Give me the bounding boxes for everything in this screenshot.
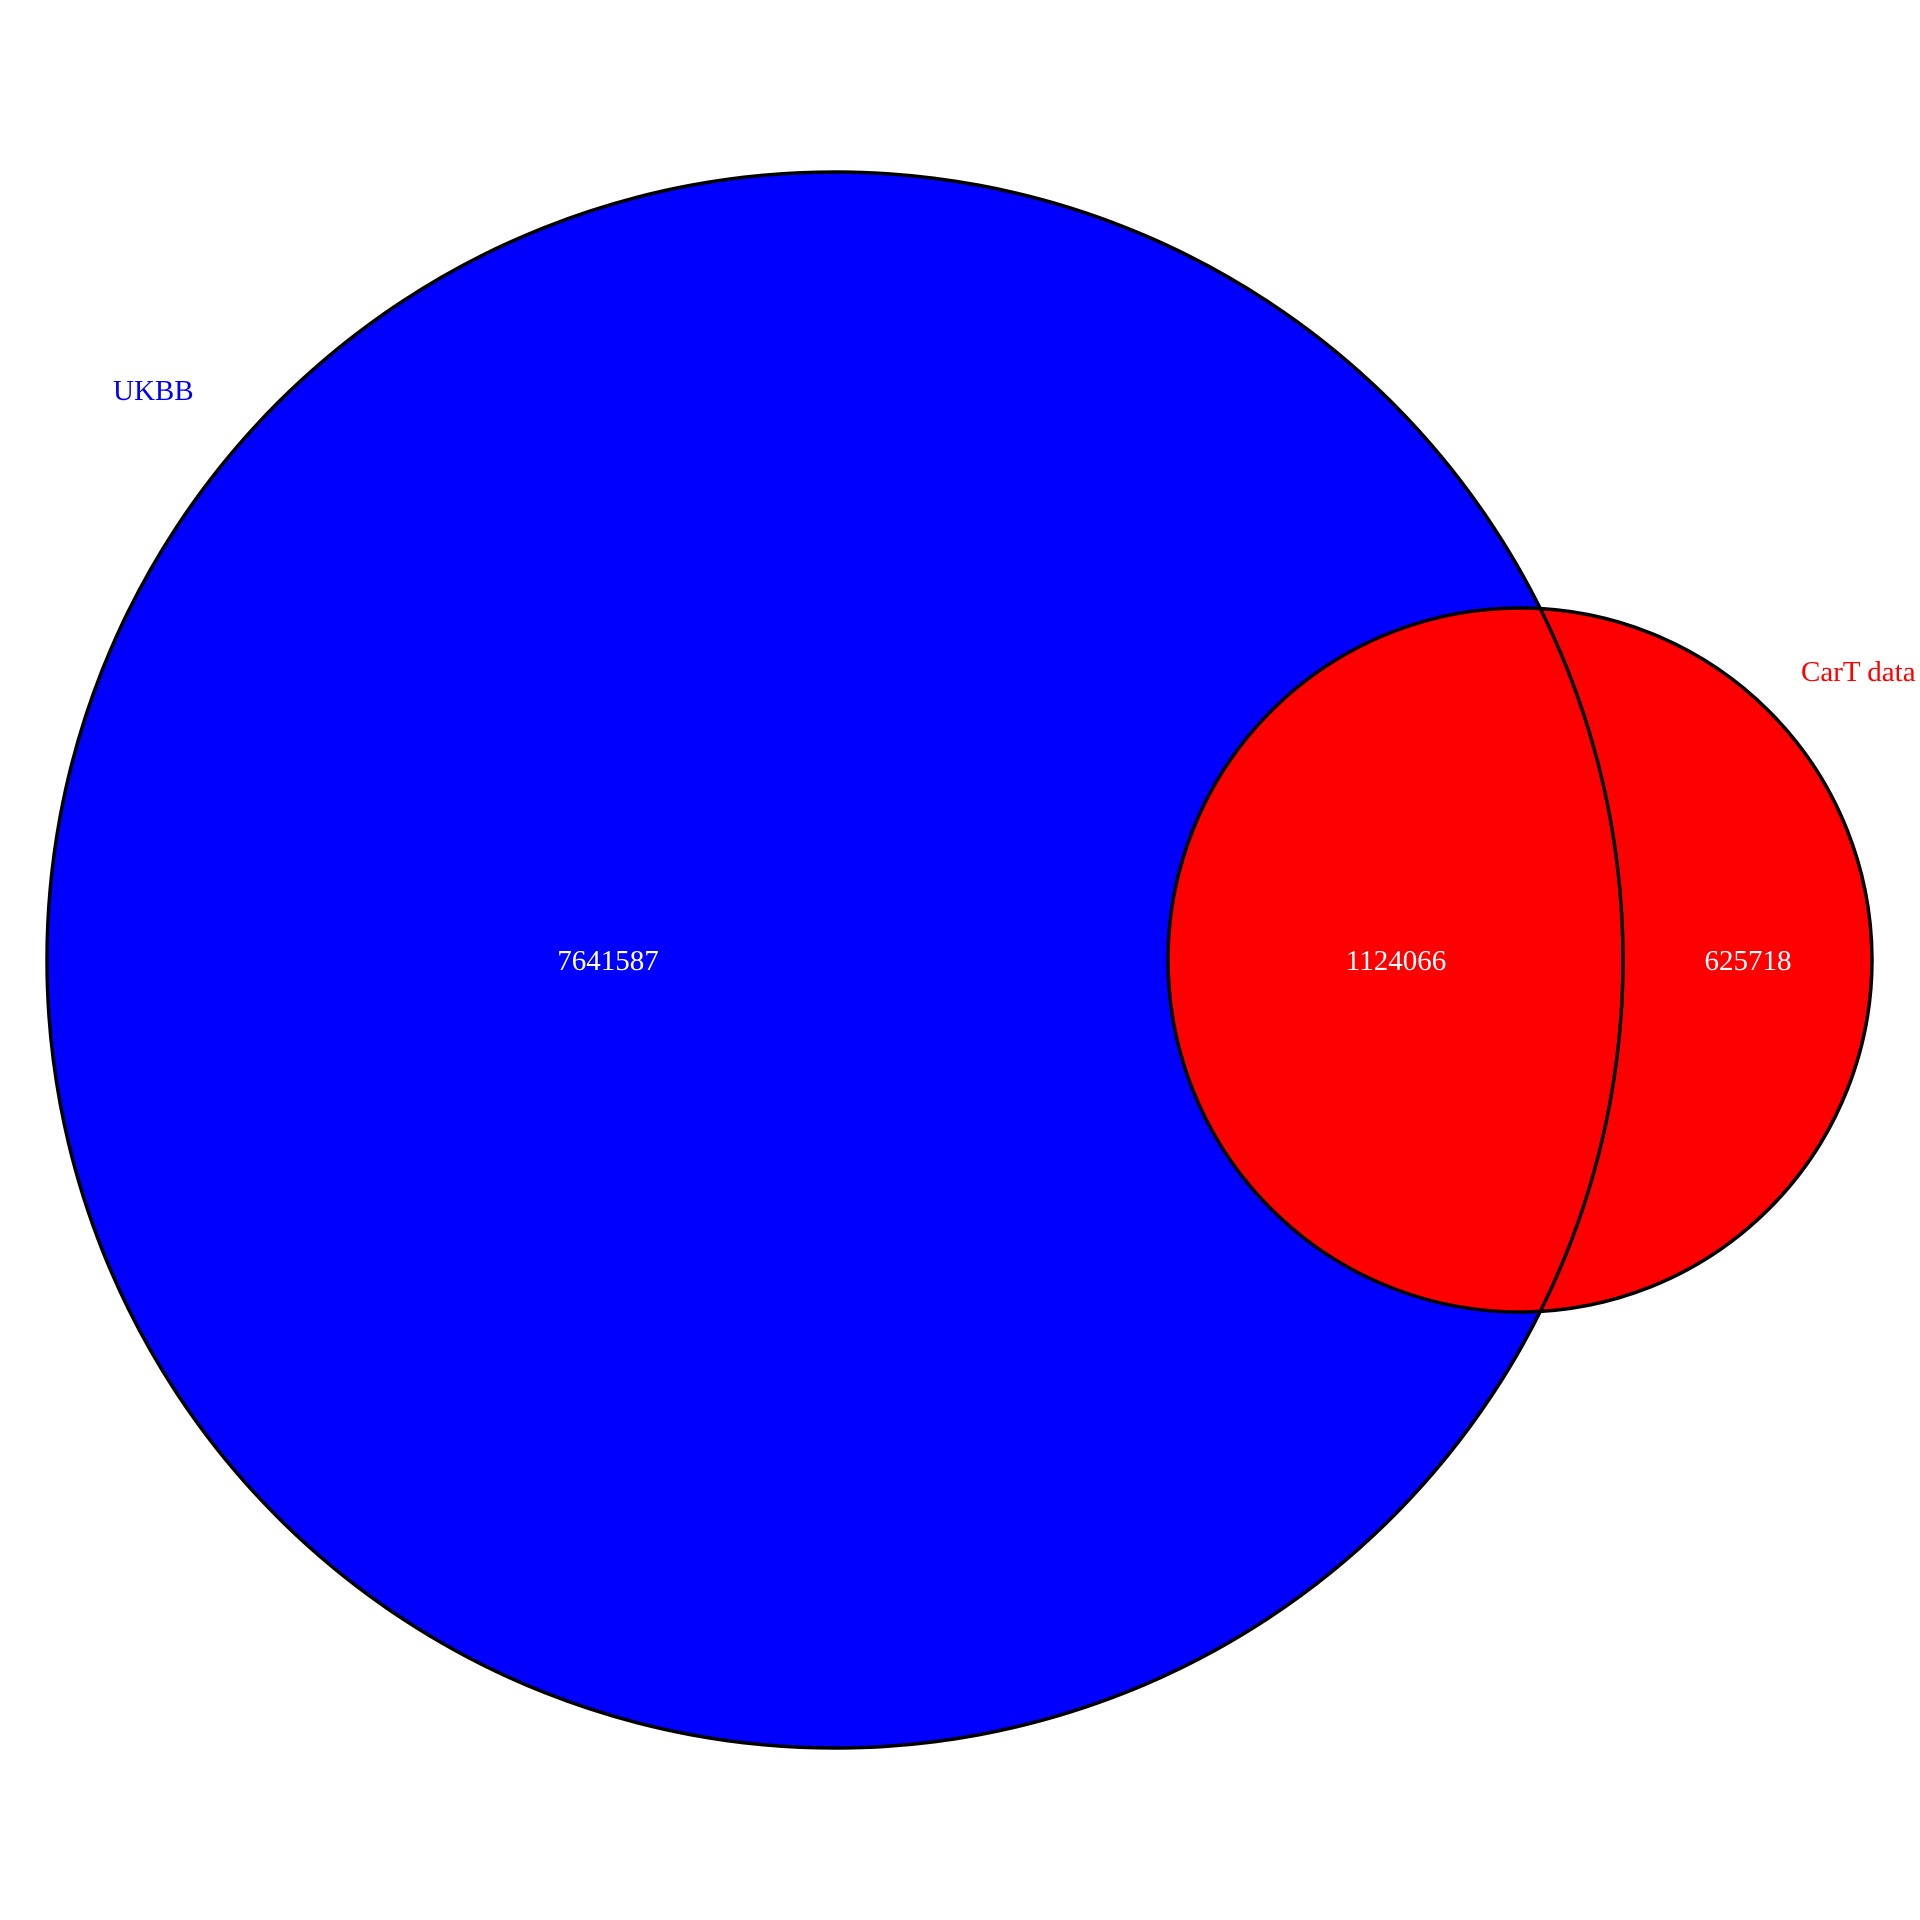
ukbb-set-label: UKBB — [113, 375, 194, 407]
intersection-count: 1124066 — [1346, 945, 1446, 977]
cart-only-count: 625718 — [1705, 945, 1792, 977]
ukbb-only-count: 7641587 — [557, 945, 659, 977]
ukbb-boundary-in-overlap — [1168, 608, 1625, 1312]
cart-set-circle — [1166, 606, 1874, 1314]
cart-set-label: CarT data — [1801, 656, 1916, 688]
